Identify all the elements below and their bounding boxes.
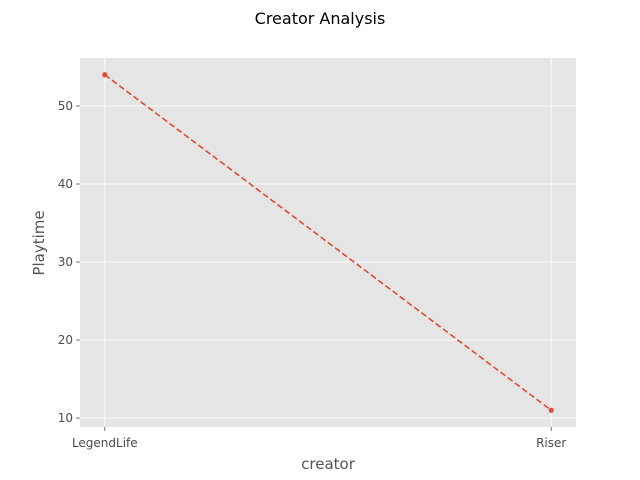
series-line bbox=[104, 74, 552, 411]
chart-title: Creator Analysis bbox=[255, 9, 386, 28]
x-tick-label: Riser bbox=[536, 436, 566, 450]
grid bbox=[80, 58, 576, 427]
x-axis-label: creator bbox=[301, 455, 356, 473]
y-tick-label: 10 bbox=[58, 411, 73, 425]
y-axis-label: Playtime bbox=[30, 210, 48, 275]
data-point bbox=[102, 72, 108, 78]
x-tick-label: LegendLife bbox=[72, 436, 138, 450]
y-tick-label: 30 bbox=[58, 255, 73, 269]
y-tick-label: 50 bbox=[58, 99, 73, 113]
series-group bbox=[102, 72, 554, 413]
y-axis-ticks: 10 20 30 40 50 bbox=[58, 99, 80, 425]
data-point bbox=[548, 407, 554, 413]
y-tick-label: 20 bbox=[58, 333, 73, 347]
y-tick-label: 40 bbox=[58, 177, 73, 191]
x-axis-ticks: LegendLife Riser bbox=[72, 427, 566, 450]
